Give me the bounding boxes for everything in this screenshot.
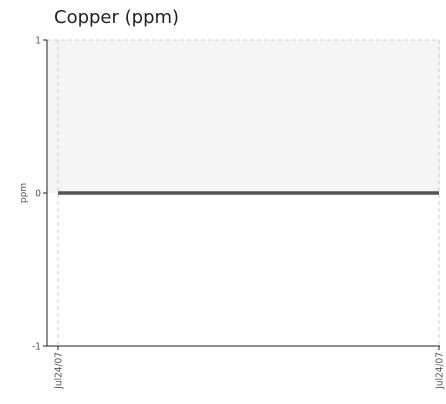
chart-title: Copper (ppm) [54,7,180,28]
y-axis-label: ppm [19,183,29,203]
y-ticks: 1 0 -1 [32,36,47,353]
y-tick-label: -1 [32,342,41,353]
y-tick-label: 1 [35,36,41,47]
x-tick-label: Jul24/07 [435,352,446,390]
x-ticks: Jul24/07 Jul24/07 [54,346,446,390]
y-tick-label: 0 [35,189,41,200]
x-tick-label: Jul24/07 [54,352,65,390]
grid-lines [47,39,440,346]
shaded-region [47,40,440,193]
